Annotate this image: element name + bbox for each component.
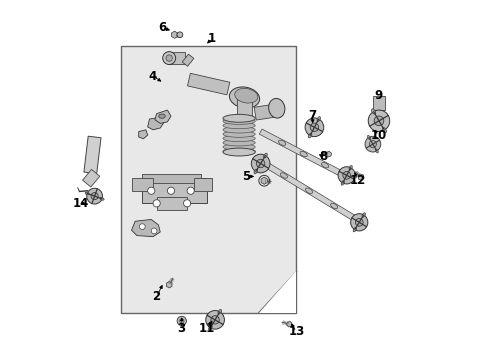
Circle shape (147, 187, 155, 194)
Circle shape (139, 224, 145, 229)
Circle shape (309, 123, 318, 131)
Circle shape (305, 118, 323, 136)
Text: 8: 8 (319, 150, 327, 163)
Ellipse shape (341, 181, 344, 185)
Text: 1: 1 (208, 32, 216, 45)
Ellipse shape (352, 228, 356, 232)
Ellipse shape (218, 310, 221, 314)
Ellipse shape (253, 169, 257, 174)
Ellipse shape (234, 88, 257, 103)
Text: 13: 13 (288, 325, 304, 338)
Circle shape (177, 316, 186, 325)
Ellipse shape (382, 127, 386, 133)
Polygon shape (142, 178, 206, 203)
Text: 7: 7 (308, 109, 316, 122)
Ellipse shape (375, 149, 378, 153)
Ellipse shape (223, 144, 255, 150)
Circle shape (167, 187, 174, 194)
Polygon shape (156, 197, 187, 210)
Ellipse shape (85, 192, 89, 195)
Text: 4: 4 (149, 69, 157, 82)
FancyBboxPatch shape (121, 45, 296, 313)
Circle shape (210, 316, 219, 324)
Polygon shape (182, 54, 193, 66)
Ellipse shape (223, 122, 255, 129)
Ellipse shape (316, 117, 320, 121)
Polygon shape (254, 104, 279, 120)
Circle shape (256, 159, 264, 168)
Polygon shape (236, 98, 252, 126)
Polygon shape (372, 96, 385, 110)
Circle shape (251, 154, 269, 173)
Circle shape (342, 171, 350, 179)
Circle shape (350, 214, 367, 231)
Polygon shape (147, 117, 163, 130)
Circle shape (91, 193, 98, 200)
Ellipse shape (223, 135, 255, 141)
Circle shape (163, 51, 175, 64)
Circle shape (367, 110, 389, 132)
Circle shape (183, 200, 190, 207)
Polygon shape (84, 136, 101, 174)
Circle shape (179, 319, 183, 323)
Polygon shape (131, 220, 160, 237)
Ellipse shape (223, 139, 255, 146)
Ellipse shape (263, 153, 267, 158)
Circle shape (355, 219, 363, 226)
Polygon shape (155, 110, 171, 123)
Text: 6: 6 (158, 21, 166, 34)
Text: 3: 3 (177, 322, 185, 335)
Circle shape (373, 116, 383, 126)
Ellipse shape (100, 198, 104, 200)
Ellipse shape (366, 135, 370, 139)
Circle shape (165, 55, 172, 61)
Circle shape (187, 187, 194, 194)
Text: 12: 12 (348, 174, 365, 186)
Text: 14: 14 (73, 197, 89, 210)
Circle shape (205, 311, 224, 329)
Circle shape (364, 136, 380, 152)
Polygon shape (187, 73, 229, 95)
Ellipse shape (159, 114, 165, 118)
Ellipse shape (208, 325, 212, 330)
Ellipse shape (348, 166, 351, 170)
Polygon shape (142, 174, 201, 183)
Polygon shape (259, 129, 347, 179)
Polygon shape (257, 158, 360, 224)
Polygon shape (258, 271, 296, 313)
Ellipse shape (321, 163, 328, 168)
Polygon shape (139, 130, 147, 139)
Ellipse shape (300, 151, 306, 157)
Ellipse shape (223, 131, 255, 137)
Text: 5: 5 (242, 170, 250, 183)
Ellipse shape (361, 213, 365, 217)
Circle shape (86, 188, 102, 204)
Circle shape (153, 200, 160, 207)
Circle shape (151, 228, 157, 234)
Ellipse shape (268, 99, 285, 118)
Ellipse shape (280, 173, 287, 178)
Ellipse shape (278, 140, 285, 145)
Ellipse shape (223, 118, 255, 125)
Polygon shape (169, 52, 185, 64)
Polygon shape (82, 170, 100, 187)
Polygon shape (194, 178, 212, 191)
Ellipse shape (229, 87, 259, 108)
Text: 11: 11 (198, 322, 215, 335)
Ellipse shape (305, 188, 312, 194)
Ellipse shape (330, 203, 337, 209)
Ellipse shape (223, 127, 255, 133)
Text: 2: 2 (152, 290, 161, 303)
Ellipse shape (371, 109, 375, 114)
Ellipse shape (223, 148, 255, 154)
Text: 10: 10 (370, 129, 386, 142)
Circle shape (177, 32, 183, 38)
Ellipse shape (308, 133, 311, 138)
Circle shape (368, 141, 376, 148)
Polygon shape (131, 178, 153, 191)
Ellipse shape (223, 148, 255, 156)
Text: 9: 9 (374, 89, 382, 102)
Ellipse shape (223, 114, 255, 122)
Circle shape (337, 167, 355, 184)
